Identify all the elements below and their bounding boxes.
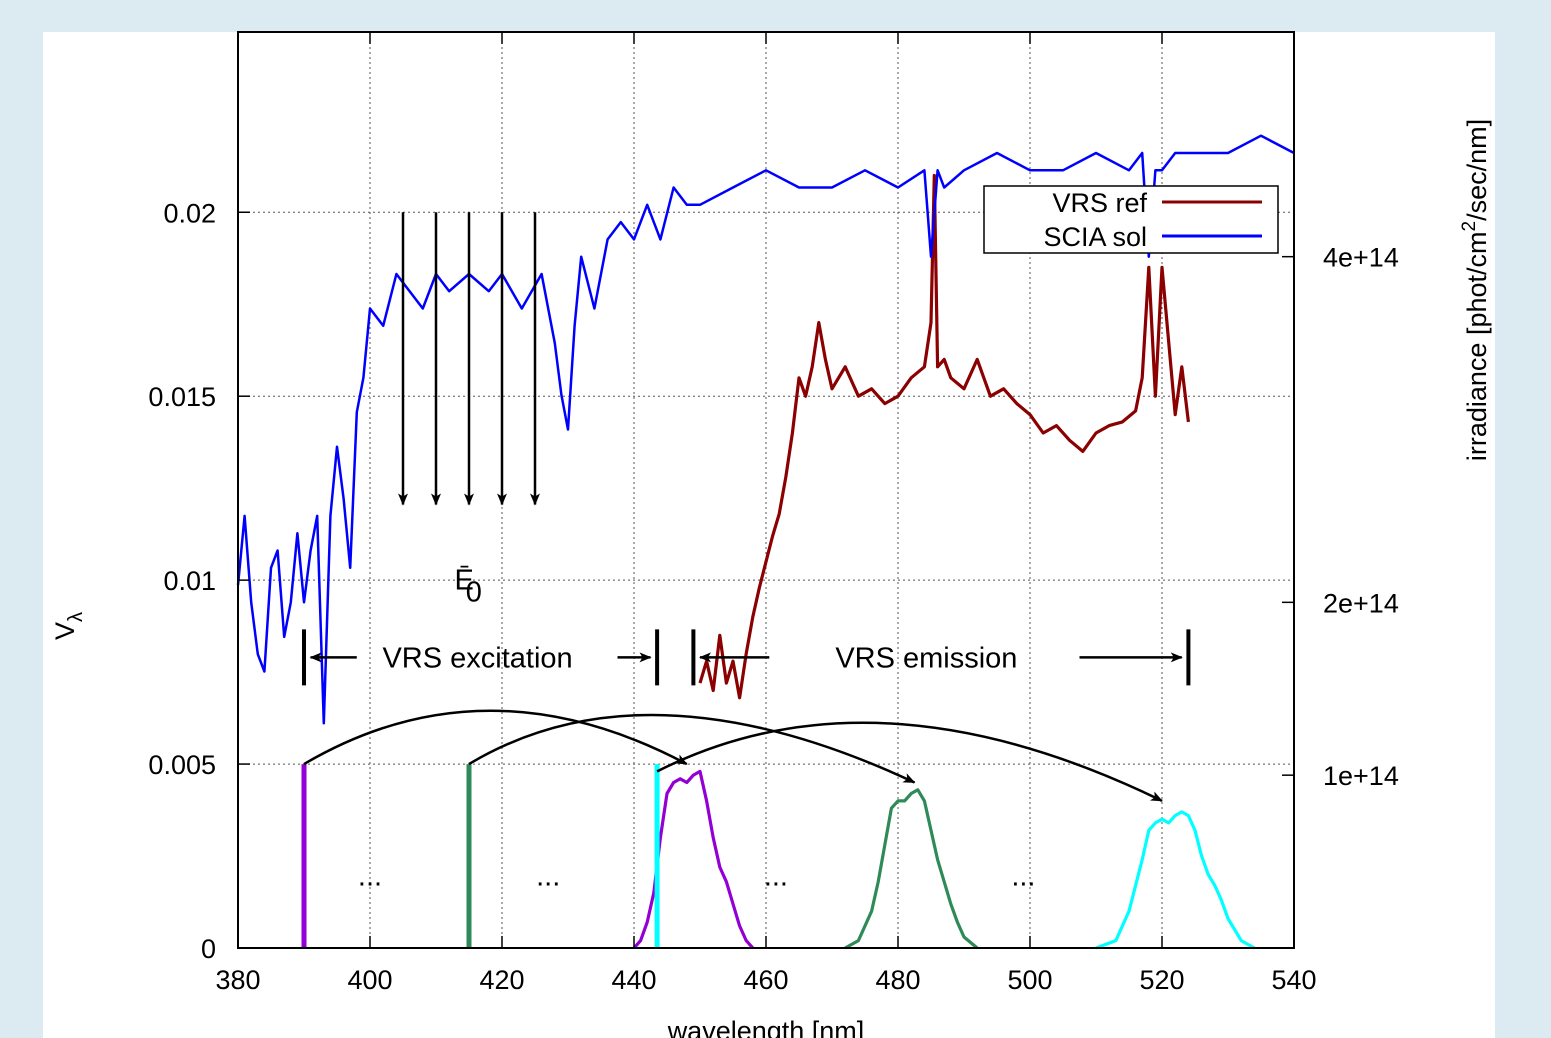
y-tick-label: 0.015 bbox=[148, 382, 216, 412]
x-tick-label: 420 bbox=[479, 965, 524, 995]
filter-2-line bbox=[632, 769, 754, 950]
x-tick-label: 400 bbox=[347, 965, 392, 995]
e0-label: Ē bbox=[454, 564, 473, 596]
y-axis-label: Vλ bbox=[50, 612, 87, 640]
x-tick-label: 500 bbox=[1007, 965, 1052, 995]
ellipsis-0: ... bbox=[358, 860, 382, 892]
e0-subscript: 0 bbox=[466, 576, 482, 608]
axes: 380 400 420 440 460 480 500 520 540 0 0.005 0.01 0.0… bbox=[50, 31, 1492, 1038]
x-tick-label: 520 bbox=[1139, 965, 1184, 995]
ellipsis-3: ... bbox=[1011, 860, 1035, 892]
series-layer bbox=[236, 134, 1295, 950]
x-tick-label: 540 bbox=[1271, 965, 1316, 995]
y-tick-label: 0 bbox=[201, 934, 216, 964]
y2-axis-label: irradiance [phot/cm2/sec/nm] bbox=[1459, 119, 1492, 461]
mapping-arrow-1 bbox=[468, 713, 916, 784]
x-tick-label: 440 bbox=[611, 965, 656, 995]
filter-4-line bbox=[1095, 810, 1256, 950]
x-tick-label: 460 bbox=[743, 965, 788, 995]
y2-tick-label: 2e+14 bbox=[1323, 588, 1399, 618]
x-tick-label: 480 bbox=[875, 965, 920, 995]
mapping-arrow-0 bbox=[303, 709, 688, 766]
y2-tick-label: 4e+14 bbox=[1323, 243, 1399, 273]
legend-label: VRS ref bbox=[1052, 188, 1147, 218]
ellipsis-1: ... bbox=[536, 860, 560, 892]
y-tick-label: 0.02 bbox=[163, 198, 216, 228]
ellipsis-2: ... bbox=[764, 860, 788, 892]
emission-label: VRS emission bbox=[835, 642, 1017, 674]
y-tick-label: 0.005 bbox=[148, 750, 216, 780]
legend-label: SCIA sol bbox=[1043, 222, 1147, 252]
excitation-label: VRS excitation bbox=[382, 642, 572, 674]
legend-box bbox=[983, 185, 1279, 254]
annotation-layer: Ē0 VRS excitation VRS emission............ bbox=[302, 212, 1191, 892]
filter-3-line bbox=[844, 788, 979, 950]
x-axis-label: wavelength [nm] bbox=[667, 1016, 865, 1038]
legend: VRS ref SCIA sol bbox=[983, 185, 1279, 254]
y2-tick-label: 1e+14 bbox=[1323, 761, 1399, 791]
mapping-arrow-2 bbox=[656, 721, 1163, 802]
x-tick-label: 380 bbox=[215, 965, 260, 995]
scia-sol-line bbox=[236, 134, 1295, 725]
vrs-ref-line bbox=[698, 173, 1190, 700]
y-tick-label: 0.01 bbox=[163, 566, 216, 596]
